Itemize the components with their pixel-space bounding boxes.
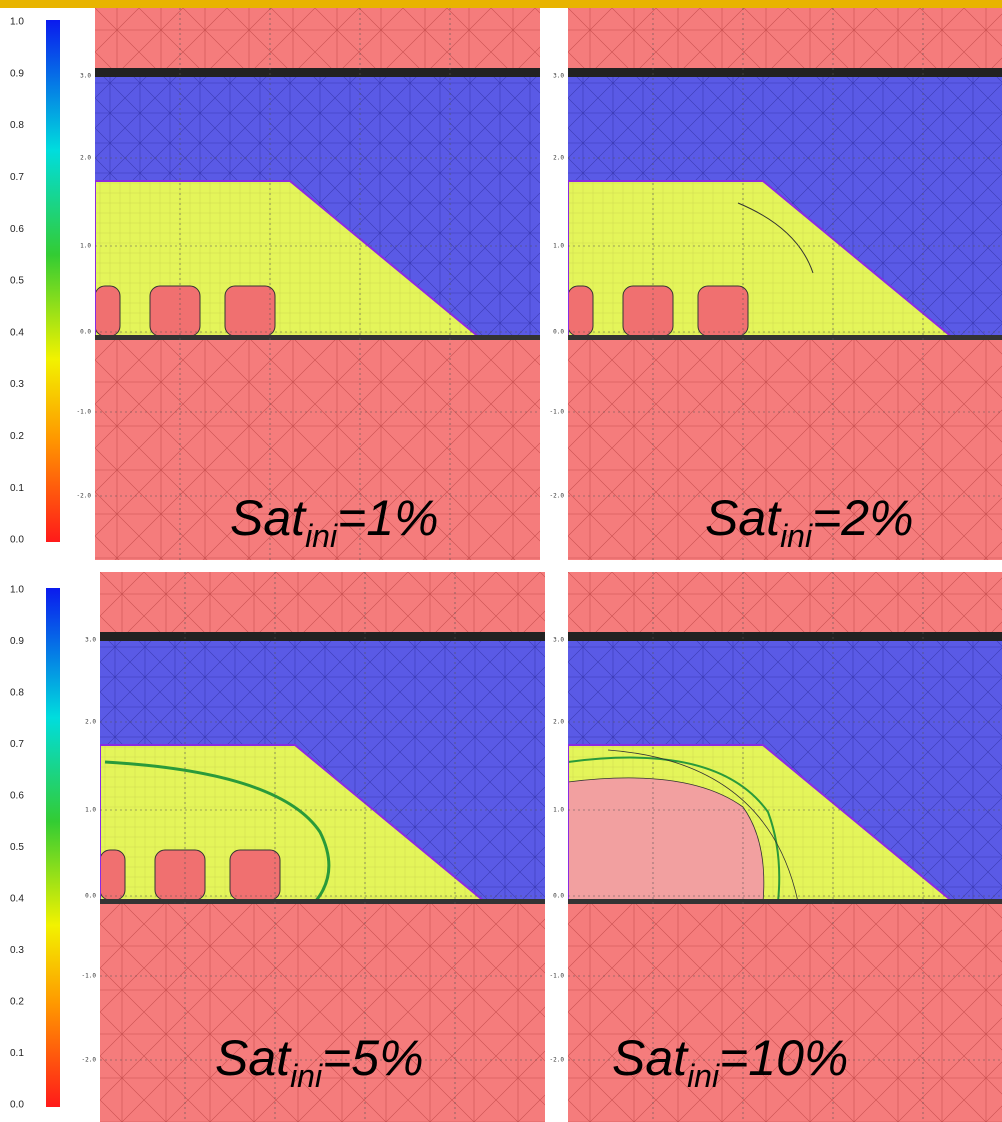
colorbar-tick-label: 0.9 xyxy=(10,68,24,79)
label-base: Sat xyxy=(230,490,307,546)
blob xyxy=(698,286,748,336)
colorbar-tick-label: 0.0 xyxy=(10,1100,24,1111)
y-axis-label: -2.0 xyxy=(82,1057,97,1064)
colorbar-tick-label: 1.0 xyxy=(10,17,24,28)
y-axis-label: 2.0 xyxy=(553,719,564,726)
colorbar-tick-label: 0.1 xyxy=(10,483,24,494)
base-line xyxy=(95,335,540,340)
blob xyxy=(230,850,280,900)
colorbar-tick-label: 0.2 xyxy=(10,431,24,442)
top-bar xyxy=(0,0,1002,8)
colorbar-tick-label: 0.4 xyxy=(10,894,24,905)
label-value: =10% xyxy=(719,1030,848,1086)
y-axis-label: -2.0 xyxy=(550,1057,565,1064)
y-axis-label: 0.0 xyxy=(80,329,91,336)
dark-band xyxy=(100,632,545,641)
blob xyxy=(623,286,673,336)
panel: 3.0 2.0 1.0 0.0 -1.0 -2.0 xyxy=(77,8,540,560)
colorbar-tick-label: 0.8 xyxy=(10,120,24,131)
colorbar-tick-label: 0.8 xyxy=(10,688,24,699)
y-axis-label: 0.0 xyxy=(553,893,564,900)
colorbar-tick-label: 0.1 xyxy=(10,1048,24,1059)
label-sub: ini xyxy=(290,1058,323,1094)
base-line xyxy=(568,335,1002,340)
y-axis-label: 3.0 xyxy=(80,73,91,80)
y-axis-label: -1.0 xyxy=(77,409,92,416)
dark-band xyxy=(568,632,1002,641)
colorbar-tick-label: 0.7 xyxy=(10,739,24,750)
colorbar-tick-label: 0.6 xyxy=(10,791,24,802)
panel-plot xyxy=(568,8,1002,560)
colorbar-tick-label: 0.3 xyxy=(10,945,24,956)
colorbar-tick-label: 0.2 xyxy=(10,997,24,1008)
y-axis-label: 1.0 xyxy=(85,807,96,814)
blob xyxy=(155,850,205,900)
label-sub: ini xyxy=(687,1058,720,1094)
label-sub: ini xyxy=(305,518,338,554)
y-axis-label: -2.0 xyxy=(77,493,92,500)
y-axis-label: 3.0 xyxy=(553,637,564,644)
y-axis-label: 2.0 xyxy=(85,719,96,726)
y-axis-label: 2.0 xyxy=(80,155,91,162)
colorbar-tick-label: 0.3 xyxy=(10,379,24,390)
panel-label: Satini=10% xyxy=(612,1030,848,1094)
blob xyxy=(225,286,275,336)
label-base: Sat xyxy=(705,490,782,546)
label-base: Sat xyxy=(215,1030,292,1086)
base-line xyxy=(100,899,545,904)
blob xyxy=(568,286,593,336)
colorbar-tick-label: 0.4 xyxy=(10,327,24,338)
y-axis-label: 1.0 xyxy=(553,243,564,250)
colorbar-tick-label: 0.5 xyxy=(10,842,24,853)
y-axis-label: 0.0 xyxy=(553,329,564,336)
colorbar-tick-label: 0.5 xyxy=(10,276,24,287)
label-sub: ini xyxy=(780,518,813,554)
dark-band xyxy=(568,68,1002,77)
colorbar-tick-label: 0.9 xyxy=(10,636,24,647)
dark-band xyxy=(95,68,540,77)
y-axis-label: -2.0 xyxy=(550,493,565,500)
y-axis-label: 2.0 xyxy=(553,155,564,162)
y-axis-label: 1.0 xyxy=(553,807,564,814)
blob xyxy=(150,286,200,336)
y-axis-label: -1.0 xyxy=(550,409,565,416)
y-axis-label: -1.0 xyxy=(550,973,565,980)
colorbar xyxy=(46,20,60,542)
y-axis-label: 1.0 xyxy=(80,243,91,250)
base-line xyxy=(568,899,1002,904)
panel: 3.0 2.0 1.0 0.0 -1.0 -2.0 xyxy=(550,8,1002,560)
colorbar-tick-label: 0.0 xyxy=(10,535,24,546)
colorbar-tick-label: 0.7 xyxy=(10,172,24,183)
panel: 3.0 2.0 1.0 0.0 -1.0 -2.0 xyxy=(82,572,545,1122)
y-axis-label: 3.0 xyxy=(553,73,564,80)
blob xyxy=(95,286,120,336)
label-value: =1% xyxy=(337,490,438,546)
colorbar-tick-label: 1.0 xyxy=(10,585,24,596)
label-value: =2% xyxy=(812,490,913,546)
label-base: Sat xyxy=(612,1030,689,1086)
figure: 1.0 0.9 0.8 0.7 0.6 0.5 0.4 0.3 0.2 0.1 0.0 1.0 0.9 0… xyxy=(0,0,1002,1122)
y-axis-label: 0.0 xyxy=(85,893,96,900)
y-axis-label: 3.0 xyxy=(85,637,96,644)
label-value: =5% xyxy=(322,1030,423,1086)
colorbar-tick-label: 0.6 xyxy=(10,224,24,235)
blob xyxy=(100,850,125,900)
y-axis-label: -1.0 xyxy=(82,973,97,980)
panel-plot xyxy=(95,8,540,560)
colorbar xyxy=(46,588,60,1107)
